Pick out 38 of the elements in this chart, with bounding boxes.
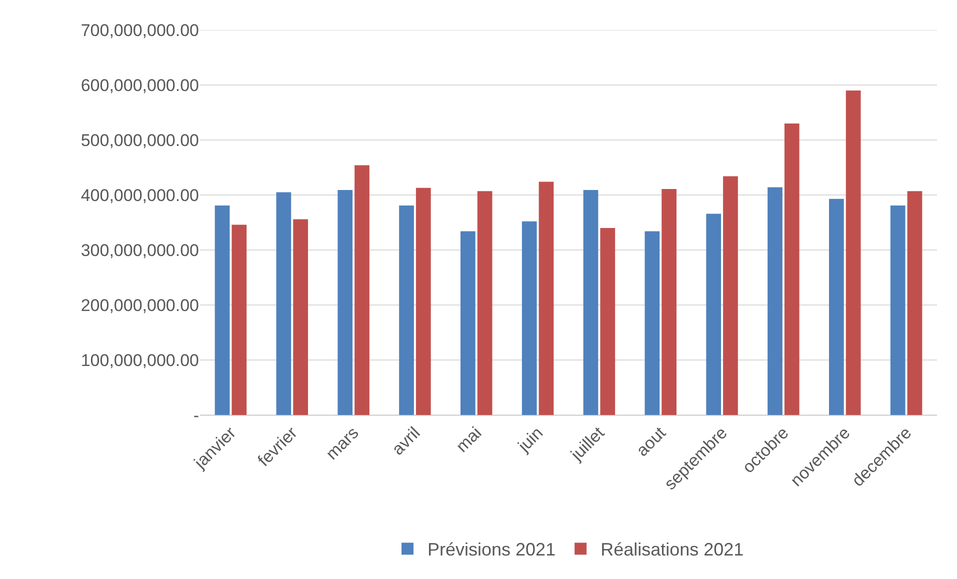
y-tick-label: 100,000,000.00 xyxy=(80,350,199,370)
bar xyxy=(276,192,292,415)
y-tick-label: 200,000,000.00 xyxy=(80,296,199,315)
bar xyxy=(338,190,353,415)
legend-label: Réalisations 2021 xyxy=(600,540,744,560)
x-tick-label: avril xyxy=(388,423,424,459)
x-tick-label: mai xyxy=(452,423,486,456)
bar xyxy=(538,182,554,415)
legend-label: Prévisions 2021 xyxy=(428,540,556,560)
bar xyxy=(784,124,800,415)
bar xyxy=(354,165,370,415)
bar xyxy=(460,231,476,415)
bar xyxy=(522,221,537,415)
y-tick-label: 300,000,000.00 xyxy=(80,240,199,260)
bar xyxy=(583,190,598,415)
bar xyxy=(644,231,660,415)
y-tick-label: 700,000,000.00 xyxy=(80,20,199,40)
bar xyxy=(662,188,676,415)
x-tick-label: juin xyxy=(514,423,547,456)
bar xyxy=(416,188,431,415)
y-tick-label: - xyxy=(193,406,199,425)
bar xyxy=(846,90,861,415)
bar xyxy=(293,219,308,415)
bar xyxy=(232,224,247,415)
bar xyxy=(768,187,782,415)
bar xyxy=(399,205,414,415)
bar xyxy=(907,191,922,415)
bar xyxy=(600,228,616,415)
bar xyxy=(829,198,844,415)
bar xyxy=(706,214,722,415)
bar xyxy=(477,191,492,415)
bar xyxy=(890,205,906,415)
y-tick-label: 600,000,000.00 xyxy=(80,76,199,95)
y-tick-label: 400,000,000.00 xyxy=(80,186,199,205)
bar xyxy=(214,205,230,415)
bar xyxy=(723,176,738,415)
y-tick-label: 500,000,000.00 xyxy=(80,130,199,150)
x-tick-label: aout xyxy=(632,423,670,460)
